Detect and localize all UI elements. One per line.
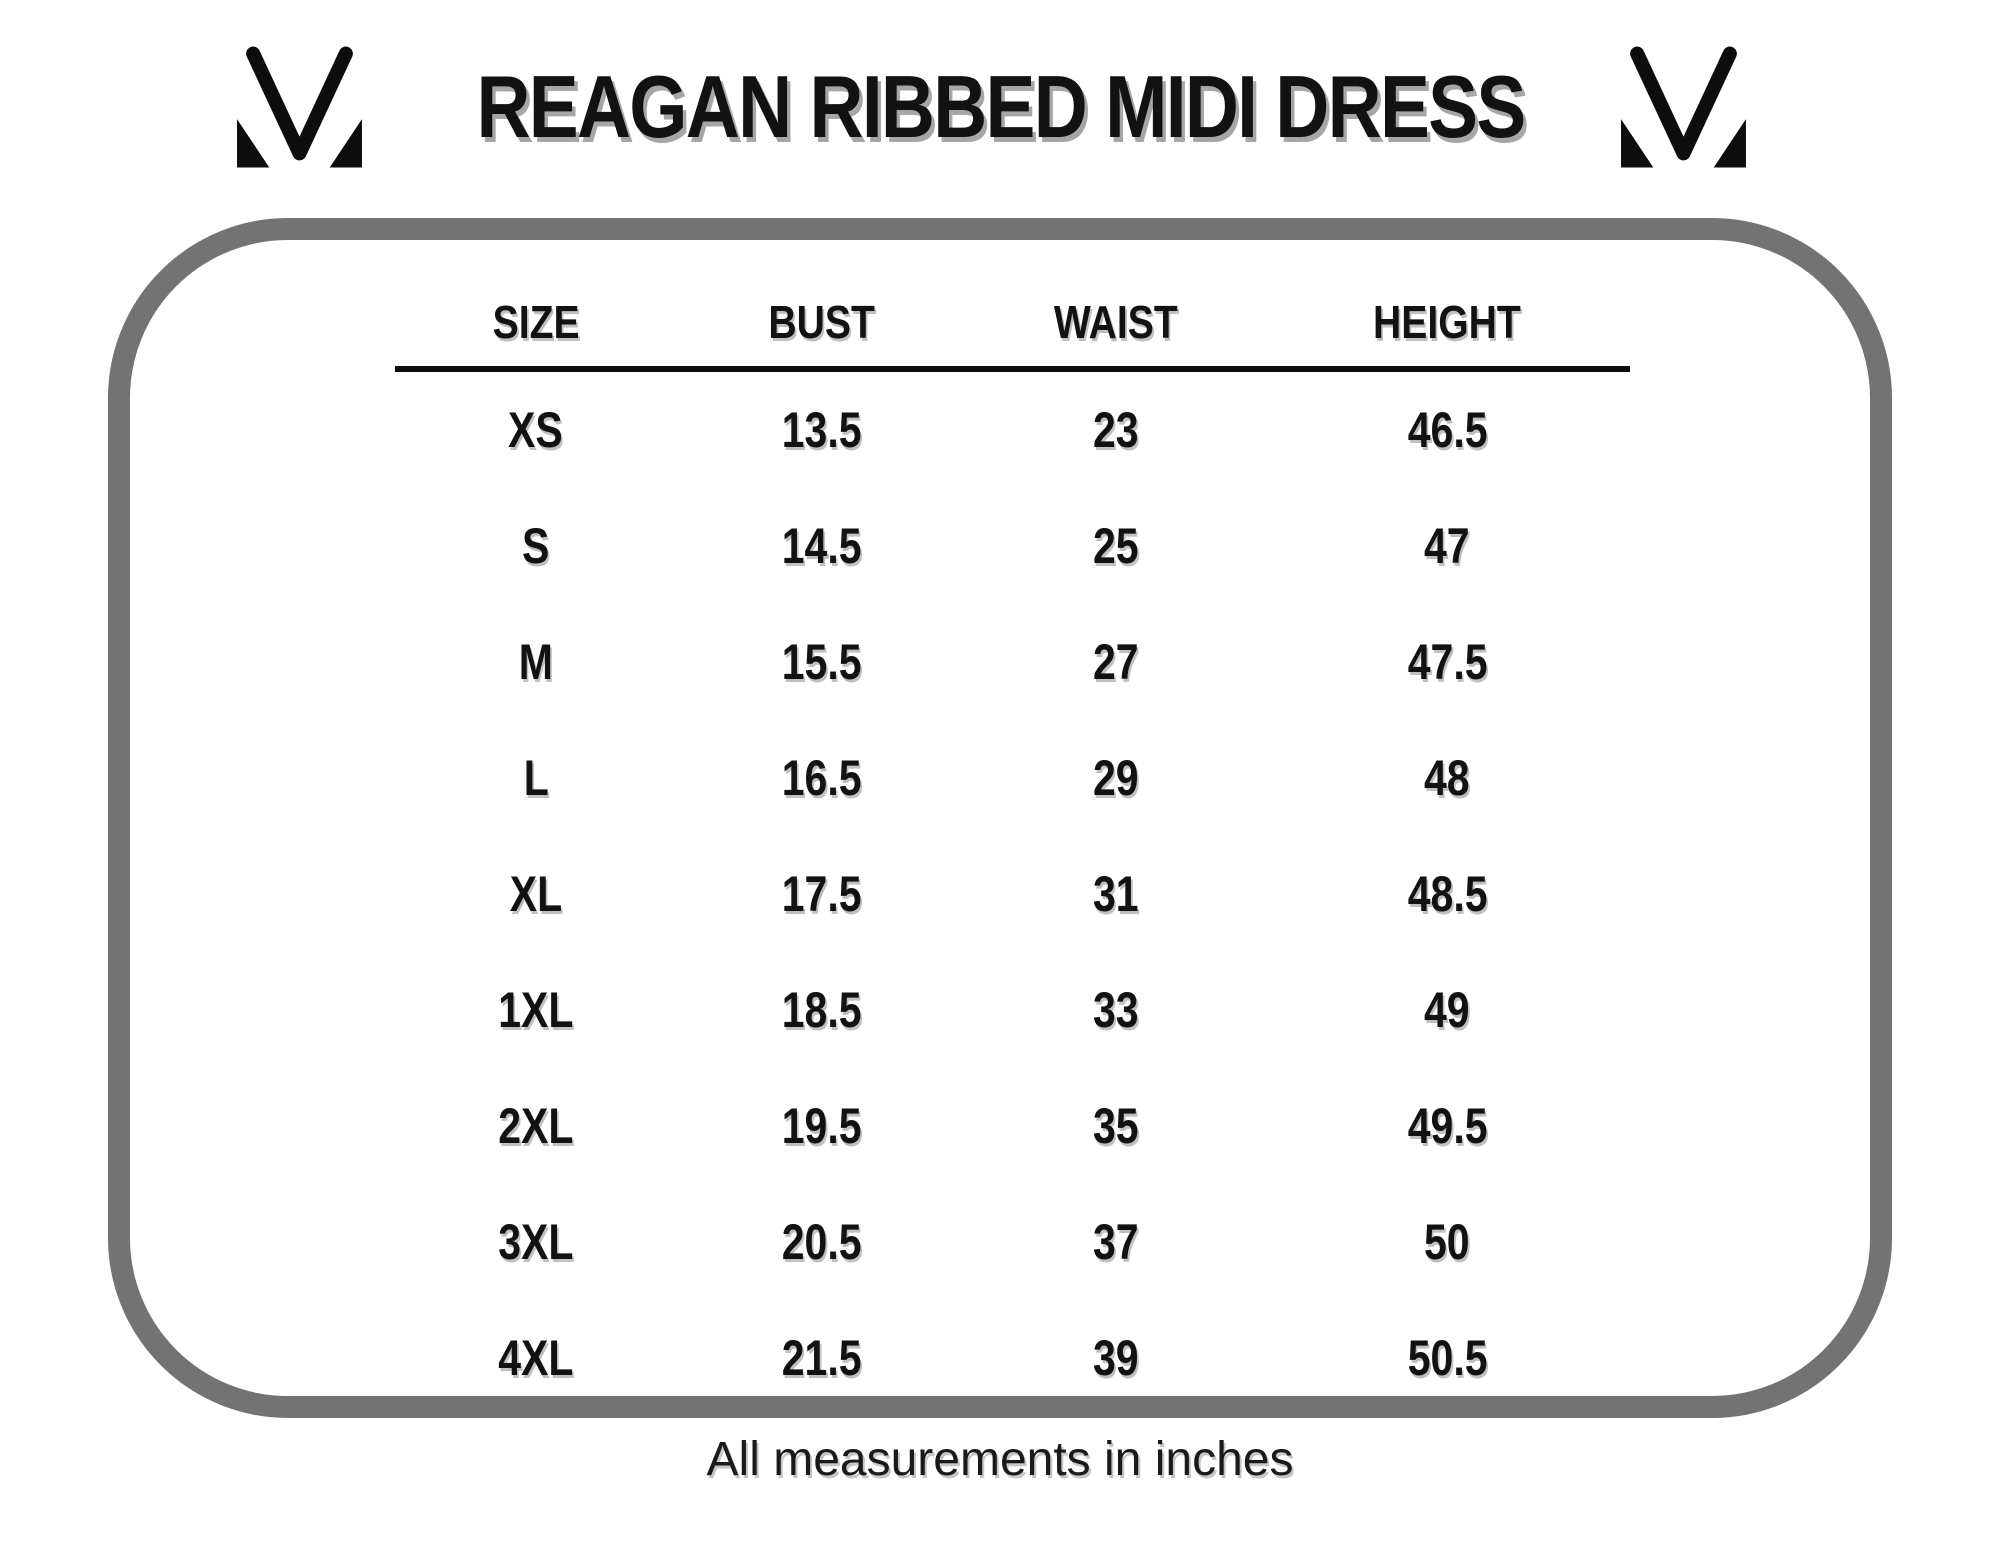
footer-note: All measurements in inches — [0, 1432, 2000, 1487]
column-header-size: SIZE — [492, 296, 580, 348]
table-row: 3XL 20.5 37 50 — [395, 1184, 1630, 1300]
cell-bust: 21.5 — [781, 1330, 862, 1386]
cell-bust: 18.5 — [781, 982, 862, 1038]
cell-bust: 16.5 — [781, 750, 862, 806]
cell-bust: 19.5 — [781, 1098, 862, 1154]
cell-size: M — [518, 634, 553, 690]
cell-waist: 33 — [1092, 982, 1139, 1038]
table-row: L 16.5 29 48 — [395, 720, 1630, 836]
cell-waist: 25 — [1092, 518, 1139, 574]
brand-logo-right — [1615, 46, 1752, 168]
cell-waist: 31 — [1092, 866, 1139, 922]
cell-waist: 37 — [1092, 1214, 1139, 1270]
cell-height: 46.5 — [1407, 402, 1488, 458]
cell-height: 48 — [1424, 750, 1470, 806]
cell-size: 2XL — [498, 1098, 574, 1154]
cell-waist: 39 — [1092, 1330, 1139, 1386]
cell-bust: 13.5 — [781, 402, 862, 458]
column-header-bust: BUST — [768, 296, 875, 348]
cell-waist: 29 — [1092, 750, 1139, 806]
table-row: M 15.5 27 47.5 — [395, 604, 1630, 720]
header-divider-line — [395, 366, 1630, 372]
cell-size: XS — [508, 402, 564, 458]
mv-monogram-icon — [237, 46, 362, 168]
cell-bust: 20.5 — [781, 1214, 862, 1270]
table-row: 4XL 21.5 39 50.5 — [395, 1300, 1630, 1416]
column-header-height: HEIGHT — [1373, 296, 1522, 348]
cell-size: XL — [509, 866, 562, 922]
table-row: XL 17.5 31 48.5 — [395, 836, 1630, 952]
cell-waist: 35 — [1092, 1098, 1139, 1154]
cell-height: 49 — [1424, 982, 1470, 1038]
brand-logo-left — [231, 46, 368, 168]
mv-monogram-icon — [1621, 46, 1746, 168]
cell-bust: 15.5 — [781, 634, 862, 690]
cell-waist: 27 — [1092, 634, 1139, 690]
cell-size: L — [523, 750, 549, 806]
cell-height: 49.5 — [1407, 1098, 1488, 1154]
cell-height: 50.5 — [1407, 1330, 1488, 1386]
size-chart-table: SIZE BUST WAIST HEIGHT XS 13.5 23 46.5 S… — [395, 278, 1630, 1416]
footer-note-text: All measurements in inches — [706, 1433, 1294, 1486]
size-chart-frame — [108, 218, 1892, 1418]
cell-height: 50 — [1424, 1214, 1470, 1270]
cell-bust: 17.5 — [781, 866, 862, 922]
table-row: XS 13.5 23 46.5 — [395, 372, 1630, 488]
cell-waist: 23 — [1092, 402, 1139, 458]
table-row: 2XL 19.5 35 49.5 — [395, 1068, 1630, 1184]
cell-size: 1XL — [498, 982, 574, 1038]
cell-height: 48.5 — [1407, 866, 1488, 922]
cell-size: 3XL — [498, 1214, 574, 1270]
cell-height: 47 — [1424, 518, 1470, 574]
table-header-row: SIZE BUST WAIST HEIGHT — [395, 278, 1630, 366]
cell-size: S — [522, 518, 550, 574]
cell-bust: 14.5 — [781, 518, 862, 574]
column-header-waist: WAIST — [1053, 296, 1178, 348]
page-title-text: REAGAN RIBBED MIDI DRESS — [475, 57, 1526, 156]
cell-height: 47.5 — [1407, 634, 1488, 690]
table-row: 1XL 18.5 33 49 — [395, 952, 1630, 1068]
cell-size: 4XL — [498, 1330, 574, 1386]
page-title: REAGAN RIBBED MIDI DRESS — [0, 46, 2000, 168]
table-row: S 14.5 25 47 — [395, 488, 1630, 604]
